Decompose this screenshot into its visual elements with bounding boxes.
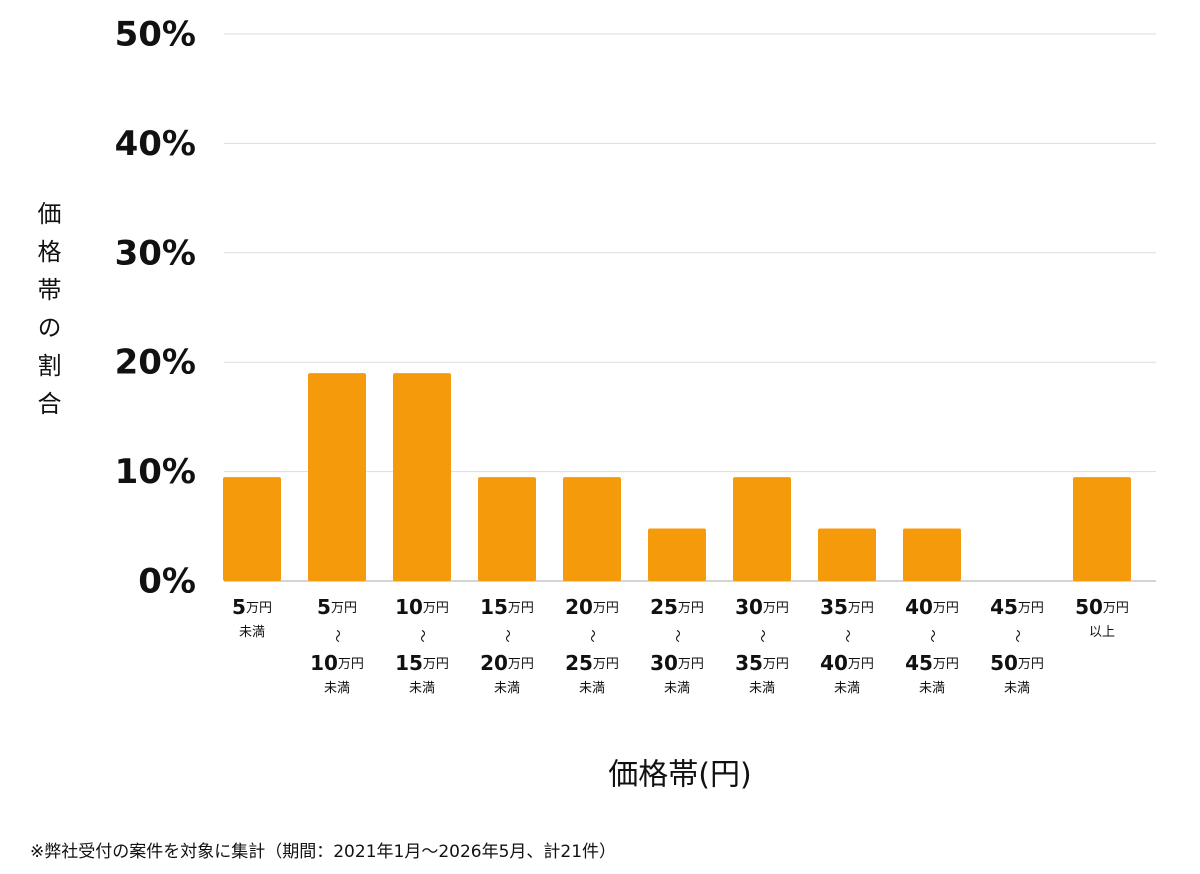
x-tick-label: 20万円 — [480, 651, 534, 675]
bar — [393, 373, 451, 581]
y-tick-label: 30% — [115, 233, 196, 273]
y-axis-title: 価格帯の割合 — [33, 201, 61, 429]
bar — [733, 477, 791, 581]
x-tick-label: 〜 — [755, 629, 770, 642]
x-tick-label: 以上 — [1089, 625, 1115, 640]
x-tick-label: 未満 — [749, 681, 775, 696]
bar — [903, 528, 961, 581]
footnote: ※弊社受付の案件を対象に集計（期間：2021年1月〜2026年5月、計21件） — [30, 842, 616, 862]
x-tick-label: 未満 — [324, 681, 350, 696]
x-tick-label: 〜 — [415, 629, 430, 642]
y-tick-label: 50% — [115, 15, 196, 55]
bar — [308, 373, 366, 581]
x-tick-label: 未満 — [409, 681, 435, 696]
x-tick-label: 〜 — [500, 629, 515, 642]
x-tick-label: 未満 — [919, 681, 945, 696]
x-tick-label: 〜 — [670, 629, 685, 642]
x-tick-label: 30万円 — [650, 651, 704, 675]
x-tick-label: 45万円 — [990, 595, 1044, 619]
x-tick-label: 25万円 — [565, 651, 619, 675]
x-tick-label: 35万円 — [820, 595, 874, 619]
x-tick-label: 5万円 — [232, 595, 272, 619]
x-tick-label: 30万円 — [735, 595, 789, 619]
x-tick-label: 50万円 — [1075, 595, 1129, 619]
x-tick-label: 15万円 — [395, 651, 449, 675]
x-tick-label: 〜 — [925, 629, 940, 642]
x-tick-label: 10万円 — [395, 595, 449, 619]
x-tick-label: 35万円 — [735, 651, 789, 675]
x-tick-label: 未満 — [834, 681, 860, 696]
x-tick-label: 未満 — [664, 681, 690, 696]
y-tick-label: 20% — [115, 343, 196, 383]
x-tick-label: 〜 — [330, 629, 345, 642]
x-axis-title: 価格帯(円) — [608, 758, 751, 793]
x-tick-label: 未満 — [239, 625, 265, 640]
x-tick-label: 25万円 — [650, 595, 704, 619]
bar — [1073, 477, 1131, 581]
bar — [818, 528, 876, 581]
bar — [648, 528, 706, 581]
x-tick-label: 〜 — [1010, 629, 1025, 642]
bar — [563, 477, 621, 581]
x-tick-label: 〜 — [840, 629, 855, 642]
x-tick-label: 未満 — [1004, 681, 1030, 696]
y-tick-label: 10% — [115, 452, 196, 492]
x-tick-label: 未満 — [494, 681, 520, 696]
x-tick-label: 40万円 — [820, 651, 874, 675]
x-tick-label: 50万円 — [990, 651, 1044, 675]
x-tick-label: 5万円 — [317, 595, 357, 619]
x-tick-label: 45万円 — [905, 651, 959, 675]
y-tick-label: 40% — [115, 124, 196, 164]
y-tick-label: 0% — [138, 562, 196, 602]
x-tick-label: 未満 — [579, 681, 605, 696]
x-tick-label: 20万円 — [565, 595, 619, 619]
bar — [223, 477, 281, 581]
x-tick-label: 15万円 — [480, 595, 534, 619]
x-tick-label: 〜 — [585, 629, 600, 642]
x-tick-label: 10万円 — [310, 651, 364, 675]
x-tick-label: 40万円 — [905, 595, 959, 619]
bar — [478, 477, 536, 581]
